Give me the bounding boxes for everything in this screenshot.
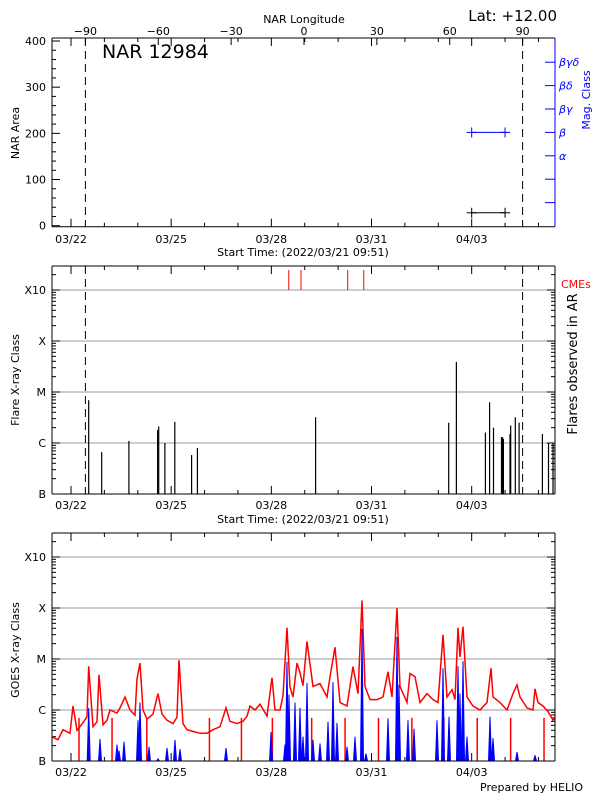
goes-short-channel-spike xyxy=(487,716,492,762)
goes-short-channel-spike xyxy=(138,702,143,762)
cme-label: CMEs xyxy=(561,278,591,291)
mag-class-tick-label: βδ xyxy=(558,80,573,93)
date-tick-label: 04/03 xyxy=(456,766,488,779)
nar-area-axis-title: NAR Area xyxy=(9,107,22,159)
date-tick-label: 03/28 xyxy=(255,233,287,246)
flares-observed-axis-title: Flares observed in AR xyxy=(566,293,581,434)
start-time-label-top: Start Time: (2022/03/21 09:51) xyxy=(217,246,389,259)
goes-short-channel-spike xyxy=(345,746,349,762)
y-tick-label: 200 xyxy=(25,127,46,140)
panel-nar-area: 03/22 03/25 03/28 03/31 04/030100200300400−9… xyxy=(25,25,580,246)
goes-short-channel-spike xyxy=(464,736,469,762)
longitude-tick-label: −90 xyxy=(74,25,97,38)
y-tick-label: X10 xyxy=(24,284,46,297)
goes-short-channel-spike xyxy=(330,682,335,762)
region-title: NAR 12984 xyxy=(102,41,209,63)
mag-class-tick-label: βγδ xyxy=(558,56,580,69)
goes-short-channel-spike xyxy=(117,750,121,762)
goes-short-channel-spike xyxy=(305,682,310,762)
mag-class-tick-label: β xyxy=(558,126,566,139)
mag-class-axis-title: Mag. Class xyxy=(580,70,593,129)
goes-short-channel-spike xyxy=(461,661,466,762)
date-tick-label: 04/03 xyxy=(456,233,488,246)
date-tick-label: 04/03 xyxy=(456,499,488,512)
y-tick-label: B xyxy=(38,488,46,501)
date-tick-label: 03/25 xyxy=(155,233,187,246)
goes-short-channel-spike xyxy=(491,738,496,762)
goes-short-channel-spike xyxy=(353,736,357,762)
goes-short-channel-spike xyxy=(533,755,537,762)
mag-class-tick-label: α xyxy=(559,150,567,163)
y-tick-label: M xyxy=(37,386,47,399)
start-time-label-middle: Start Time: (2022/03/21 09:51) xyxy=(217,513,389,526)
y-tick-label: C xyxy=(38,704,46,717)
goes-short-channel-spike xyxy=(311,739,316,762)
date-tick-label: 03/31 xyxy=(356,233,388,246)
goes-short-channel-spike xyxy=(412,728,417,762)
panel-flares: B C M X X10 03/22 03/25 03/28 03/31 04/03 xyxy=(24,265,556,512)
date-tick-label: 03/22 xyxy=(55,233,87,246)
y-tick-label: B xyxy=(38,755,46,768)
flare-class-axis-title: Flare X-ray Class xyxy=(9,334,22,426)
goes-short-channel-spike xyxy=(269,731,274,762)
longitude-tick-label: −60 xyxy=(147,25,170,38)
date-tick-label: 03/31 xyxy=(356,766,388,779)
y-tick-label: 100 xyxy=(25,174,46,187)
prepared-by-credit: Prepared by HELIO xyxy=(480,781,583,794)
goes-short-channel-spike xyxy=(440,668,445,762)
panel-goes-xray: B C M X X10 03/22 03/25 03/28 03/31 04/03 xyxy=(24,532,556,779)
date-tick-label: 03/22 xyxy=(55,499,87,512)
goes-short-channel-spike xyxy=(457,693,462,762)
goes-short-channel-spike xyxy=(515,751,520,762)
goes-short-channel-spike xyxy=(396,684,401,762)
goes-short-channel-spike xyxy=(434,720,439,762)
goes-short-channel-spike xyxy=(147,746,151,762)
goes-short-channel-spike xyxy=(172,739,177,762)
goes-short-channel-spike xyxy=(335,722,340,762)
goes-short-channel-spike xyxy=(447,716,452,762)
longitude-tick-label: 90 xyxy=(516,25,530,38)
goes-class-axis-title: GOES X-ray Class xyxy=(9,602,22,698)
y-tick-label: X xyxy=(38,602,46,615)
goes-short-channel-spike xyxy=(385,718,390,762)
y-tick-label: X10 xyxy=(24,551,46,564)
goes-short-channel-spike xyxy=(178,749,183,762)
y-tick-label: C xyxy=(38,437,46,450)
date-tick-label: 03/28 xyxy=(255,766,287,779)
date-tick-label: 03/28 xyxy=(255,499,287,512)
goes-short-channel-spike xyxy=(318,743,323,762)
goes-short-channel-spike xyxy=(297,707,302,762)
goes-short-channel-spike xyxy=(292,702,297,762)
mag-class-tick-label: βγ xyxy=(558,103,573,116)
goes-short-channel-spike xyxy=(300,736,305,762)
y-tick-label: 400 xyxy=(25,35,46,48)
latitude-label: Lat: +12.00 xyxy=(468,7,557,25)
goes-short-channel-spike xyxy=(122,741,127,762)
longitude-tick-label: 30 xyxy=(370,25,384,38)
longitude-axis-title: NAR Longitude xyxy=(263,13,345,26)
goes-short-channel-spike xyxy=(224,747,229,762)
goes-short-channel-spike xyxy=(326,721,331,762)
goes-short-channel-spike xyxy=(156,758,160,762)
goes-short-channel-spike xyxy=(360,628,365,762)
goes-short-channel-spike xyxy=(164,747,169,762)
date-tick-label: 03/25 xyxy=(155,499,187,512)
date-tick-label: 03/22 xyxy=(55,766,87,779)
longitude-tick-label: 0 xyxy=(301,25,308,38)
date-tick-label: 03/25 xyxy=(155,766,187,779)
y-tick-label: 300 xyxy=(25,81,46,94)
y-tick-label: X xyxy=(38,335,46,348)
goes-short-channel-spike xyxy=(286,694,291,762)
date-tick-label: 03/31 xyxy=(356,499,388,512)
longitude-tick-label: −30 xyxy=(220,25,243,38)
longitude-tick-label: 60 xyxy=(443,25,457,38)
goes-short-channel-spike xyxy=(86,707,91,762)
goes-short-channel-spike xyxy=(364,753,368,762)
goes-short-channel-spike xyxy=(98,738,103,762)
goes-short-channel-spike xyxy=(405,720,410,762)
y-tick-label: 0 xyxy=(39,220,46,233)
y-tick-label: M xyxy=(37,653,47,666)
goes-long-channel-line xyxy=(51,600,556,741)
